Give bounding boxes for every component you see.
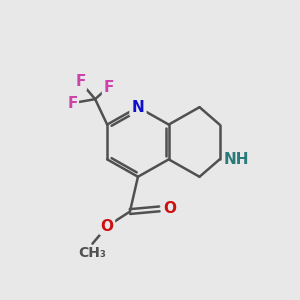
Text: F: F <box>67 96 78 111</box>
Text: F: F <box>75 74 85 89</box>
Text: O: O <box>164 201 176 216</box>
Text: N: N <box>132 100 144 115</box>
Text: NH: NH <box>224 152 249 167</box>
Text: O: O <box>101 219 114 234</box>
Text: F: F <box>103 80 114 94</box>
Text: CH₃: CH₃ <box>79 246 106 260</box>
